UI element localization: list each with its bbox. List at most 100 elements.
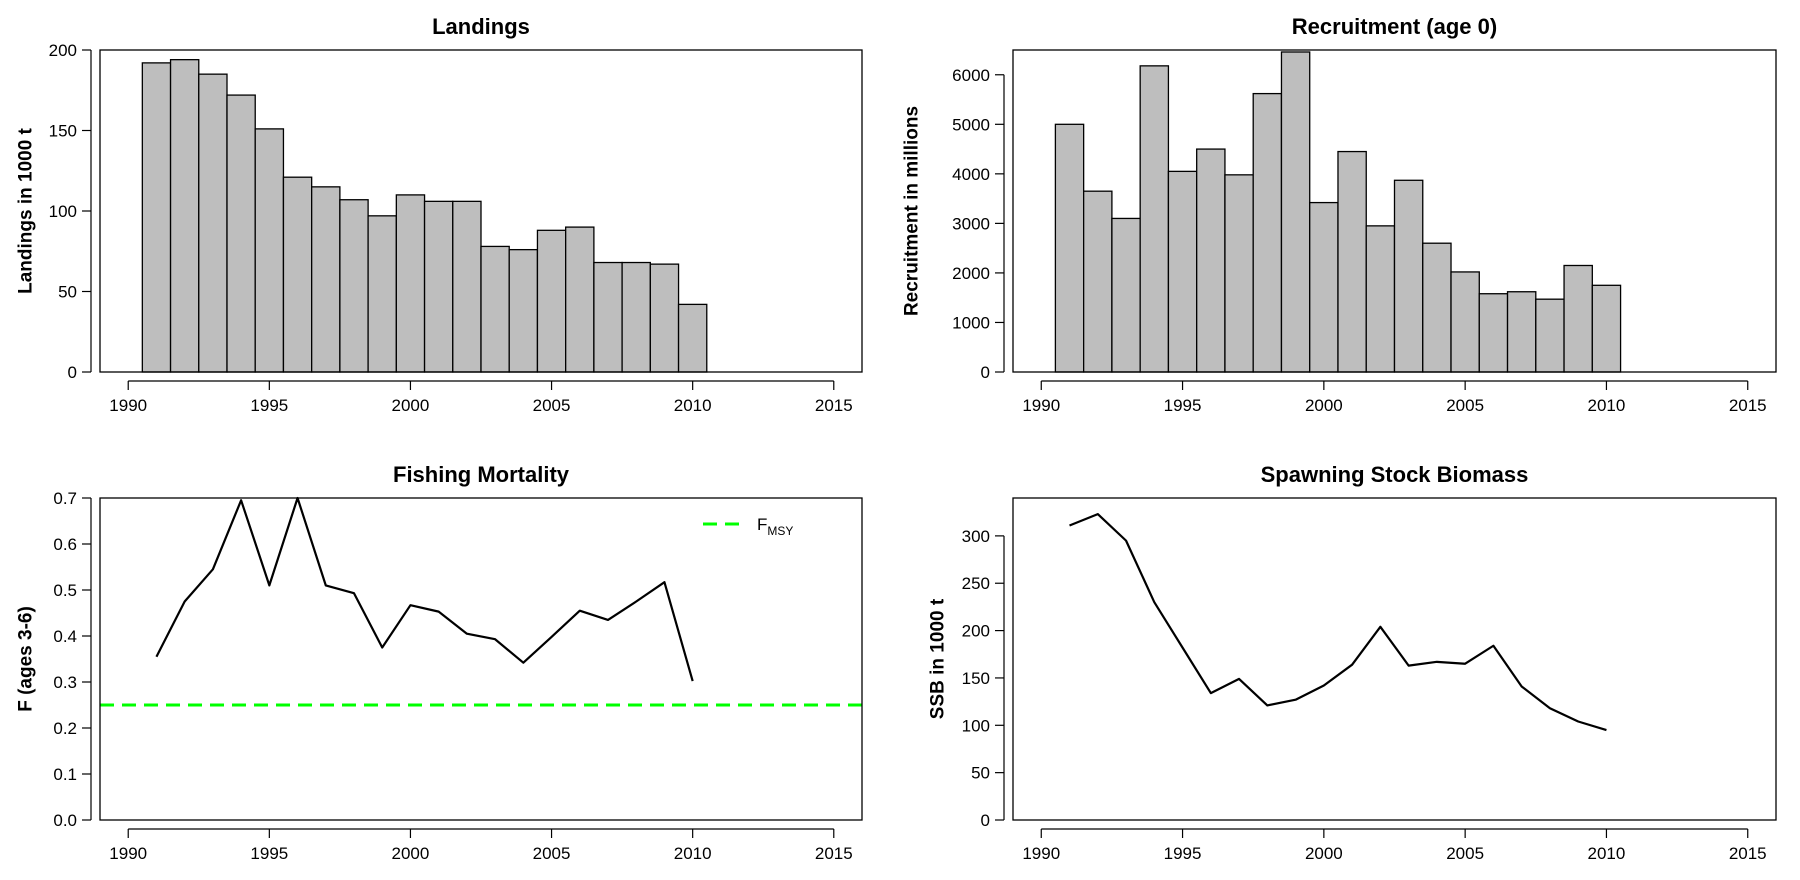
bar-1994 [226, 94, 256, 373]
legend-label-subscript: MSY [767, 524, 793, 538]
y-axis-label: Landings in 1000 t [16, 127, 37, 293]
y-tick-label: 0.2 [53, 719, 77, 738]
x-tick-label: 2010 [1588, 844, 1626, 863]
y-axis-label: F (ages 3-6) [16, 606, 37, 712]
x-tick-label: 1990 [1022, 396, 1060, 415]
bar-2002 [1365, 225, 1396, 373]
bar-2010 [677, 303, 708, 373]
bar-2002 [452, 200, 482, 373]
bar-2008 [1535, 298, 1565, 373]
bar-1991 [141, 62, 172, 373]
bar-2007 [593, 261, 623, 373]
x-tick-label: 2010 [674, 844, 712, 863]
y-tick-label: 5000 [952, 115, 990, 134]
x-tick-label: 1995 [1164, 844, 1202, 863]
chart-title: Landings [432, 14, 530, 39]
bar-2008 [621, 261, 651, 373]
bar-2004 [1422, 242, 1452, 373]
chart-panel-1: Landings Landings in 1000 t 1990 1995 2000 20… [16, 14, 863, 415]
bar-2007 [1506, 291, 1537, 373]
bar-1995 [1167, 170, 1198, 373]
bar-2010 [1591, 284, 1622, 373]
y-tick-label: 0.1 [53, 765, 77, 784]
plot-frame [99, 49, 863, 373]
legend-label-main: F [757, 515, 767, 534]
x-tick-label: 2000 [1305, 396, 1343, 415]
y-tick-label: 100 [962, 716, 990, 735]
bar-1996 [1196, 148, 1226, 373]
x-tick-label: 1995 [250, 396, 288, 415]
bar-1994 [1139, 65, 1170, 373]
bar-1993 [198, 73, 228, 373]
bar-2001 [1337, 150, 1367, 373]
bar-1997 [311, 186, 341, 373]
bar-2000 [1309, 201, 1339, 373]
bar-2004 [508, 248, 539, 373]
x-tick-label: 1995 [1164, 396, 1202, 415]
x-tick-label: 2005 [1446, 844, 1484, 863]
x-tick-label: 2000 [392, 396, 430, 415]
y-tick-label: 2000 [952, 264, 990, 283]
chart-panel-2: Recruitment (age 0) Recruitment in millio… [902, 14, 1777, 415]
y-tick-label: 0.4 [53, 627, 77, 646]
bar-2000 [395, 194, 426, 373]
y-tick-label: 0.0 [53, 811, 77, 830]
x-tick-label: 2010 [1588, 396, 1626, 415]
plot-frame [99, 497, 863, 821]
bar-1998 [1252, 92, 1283, 373]
chart-title: Spawning Stock Biomass [1261, 462, 1529, 487]
y-tick-label: 0.3 [53, 673, 77, 692]
y-tick-label: 200 [49, 41, 77, 60]
bar-1996 [282, 176, 313, 373]
y-tick-label: 1000 [952, 313, 990, 332]
plot-frame [1012, 49, 1777, 373]
bar-2003 [480, 245, 510, 373]
bar-2003 [1393, 179, 1424, 373]
bar-1992 [1082, 190, 1113, 373]
chart-title: Fishing Mortality [393, 462, 570, 487]
bar-1998 [339, 199, 369, 373]
chart-title: Recruitment (age 0) [1292, 14, 1497, 39]
y-tick-label: 0 [981, 363, 990, 382]
y-tick-label: 50 [971, 764, 990, 783]
bar-1995 [254, 128, 285, 373]
y-axis-label: SSB in 1000 t [928, 598, 949, 719]
bar-1993 [1111, 217, 1141, 373]
x-tick-label: 2005 [533, 396, 571, 415]
bar-2006 [1478, 293, 1509, 373]
bar-2009 [649, 263, 680, 373]
chart-panel-3: Fishing Mortality F (ages 3-6) FMSY 1990 199… [16, 462, 863, 863]
bar-1999 [1280, 51, 1311, 373]
y-tick-label: 150 [962, 669, 990, 688]
x-tick-label: 1990 [109, 844, 147, 863]
y-tick-label: 200 [962, 622, 990, 641]
y-tick-label: 0 [981, 811, 990, 830]
y-tick-label: 3000 [952, 214, 990, 233]
bar-2001 [423, 200, 454, 373]
bar-1997 [1224, 174, 1254, 373]
x-tick-label: 2005 [1446, 396, 1484, 415]
y-tick-label: 6000 [952, 66, 990, 85]
legend-label-fmsy: FMSY [757, 515, 793, 538]
y-axis-label: Recruitment in millions [902, 106, 923, 316]
bar-1991 [1054, 123, 1085, 373]
x-tick-label: 1990 [109, 396, 147, 415]
y-tick-label: 0.6 [53, 535, 77, 554]
x-tick-label: 1995 [250, 844, 288, 863]
x-tick-label: 2015 [1729, 396, 1767, 415]
y-tick-label: 4000 [952, 165, 990, 184]
y-tick-label: 100 [49, 202, 77, 221]
series-line [155, 496, 694, 682]
x-tick-label: 2015 [815, 844, 853, 863]
bar-2005 [1450, 271, 1480, 373]
y-tick-label: 250 [962, 574, 990, 593]
x-tick-label: 1990 [1022, 844, 1060, 863]
x-tick-label: 2000 [1305, 844, 1343, 863]
series-line [1069, 512, 1607, 732]
x-tick-label: 2000 [392, 844, 430, 863]
y-tick-label: 150 [49, 122, 77, 141]
x-tick-label: 2005 [533, 844, 571, 863]
bar-1992 [169, 59, 200, 373]
